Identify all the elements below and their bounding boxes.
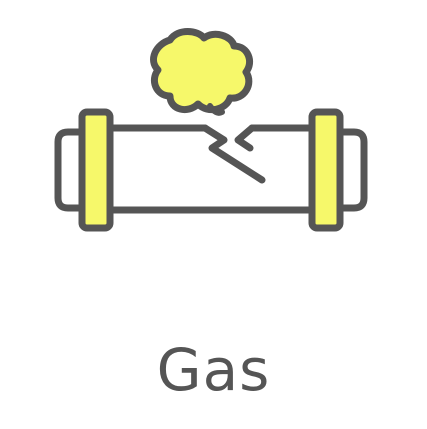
pipe-right-end-icon	[336, 128, 368, 212]
gas-cloud-icon	[150, 28, 253, 114]
pipe-left-end-icon	[54, 128, 86, 212]
gas-leak-pipe-icon	[54, 28, 368, 232]
category-label: Gas	[156, 336, 271, 404]
pipe-right-flange-icon	[308, 108, 344, 232]
gas-wisp-icon	[207, 103, 225, 116]
crack-icon	[201, 124, 266, 184]
pipe-left-flange-icon	[78, 108, 114, 232]
